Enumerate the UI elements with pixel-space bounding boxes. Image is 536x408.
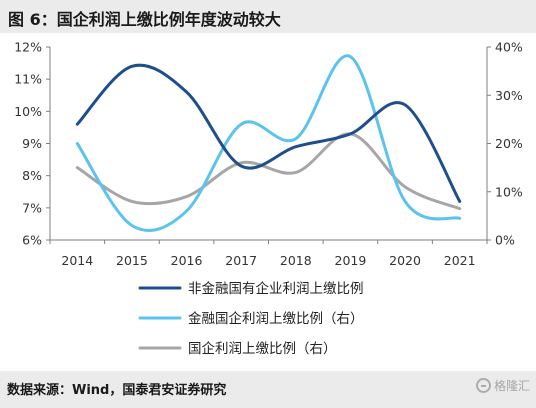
- watermark-text: 格隆汇: [493, 379, 530, 393]
- x-tick-label: 2015: [116, 253, 148, 268]
- series-line-3: [75, 132, 462, 211]
- legend-label-3: 国企利润上缴比例（右）: [188, 340, 337, 357]
- left-tick-label: 8%: [22, 168, 42, 183]
- line-chart: 6% 7% 8% 9% 10% 11% 12% 0% 10% 20% 30% 40% 2014 2015 2…: [14, 40, 523, 358]
- x-tick-label: 2016: [171, 253, 203, 268]
- title-bar: [0, 0, 536, 33]
- right-tick-label: 20%: [495, 136, 523, 151]
- series-line-2: [75, 54, 462, 233]
- right-tick-label: 40%: [495, 40, 523, 55]
- x-tick-label: 2014: [61, 253, 93, 268]
- right-tick-label: 0%: [495, 233, 515, 248]
- x-tick-label: 2018: [280, 253, 312, 268]
- legend-label-1: 非金融国有企业利润上缴比例: [188, 280, 364, 297]
- left-tick-label: 12%: [14, 40, 42, 55]
- left-tick-label: 11%: [14, 72, 42, 87]
- left-tick-label: 9%: [22, 136, 42, 151]
- left-tick-label: 10%: [14, 104, 42, 119]
- x-tick-label: 2019: [335, 253, 367, 268]
- watermark-logo-icon: [475, 378, 491, 393]
- legend-label-2: 金融国企利润上缴比例（右）: [188, 310, 364, 327]
- x-tick-label: 2021: [444, 253, 476, 268]
- source-note: 数据来源：Wind，国泰君安证券研究: [7, 383, 227, 398]
- x-tick-label: 2017: [225, 253, 257, 268]
- right-tick-label: 30%: [495, 88, 523, 103]
- chart-title: 图 6：国企利润上缴比例年度波动较大: [8, 10, 281, 29]
- right-tick-label: 10%: [495, 184, 523, 199]
- left-tick-label: 7%: [22, 200, 42, 215]
- x-tick-label: 2020: [389, 253, 421, 268]
- left-tick-label: 6%: [22, 233, 42, 248]
- watermark: 格隆汇: [475, 377, 530, 394]
- series-line-1: [75, 63, 462, 203]
- source-bar: [0, 371, 536, 408]
